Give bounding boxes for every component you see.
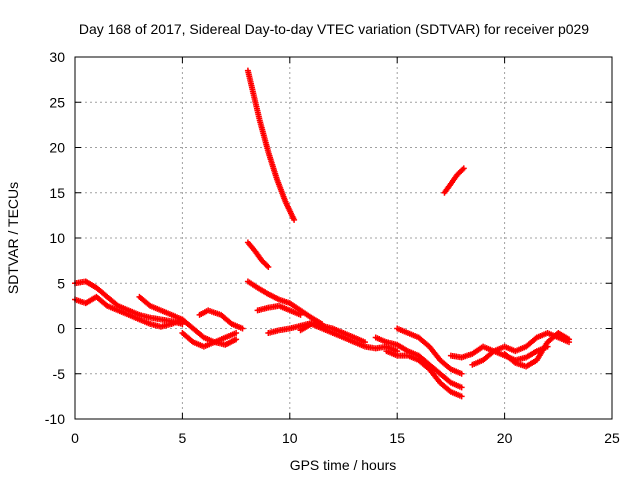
series-arc-k: [297, 320, 401, 355]
series-arc-f: [244, 67, 298, 223]
series-arc-o: [441, 165, 467, 196]
y-tick-label: 25: [49, 94, 65, 110]
series-arc-d: [179, 330, 240, 350]
data-point: [265, 263, 272, 270]
x-tick-label: 0: [71, 430, 79, 446]
grid-lines: [75, 57, 612, 419]
y-tick-label: -10: [45, 411, 65, 427]
series-arc-r: [501, 330, 573, 370]
data-point: [239, 325, 246, 332]
data-point: [566, 336, 573, 343]
data-marks: [72, 67, 573, 400]
data-point: [233, 336, 240, 343]
chart-title: Day 168 of 2017, Sidereal Day-to-day VTE…: [79, 21, 589, 37]
data-point: [460, 165, 467, 172]
y-tick-labels: -10 -5 0 5 10 15 20 25 30: [45, 49, 65, 427]
data-point: [458, 393, 465, 400]
x-tick-label: 15: [389, 430, 405, 446]
x-tick-label: 20: [497, 430, 513, 446]
y-axis-label: SDTVAR / TECUs: [5, 182, 21, 294]
y-tick-label: 0: [57, 321, 65, 337]
data-point: [458, 384, 465, 391]
y-tick-label: 30: [49, 49, 65, 65]
x-tick-labels: 0 5 10 15 20 25: [71, 430, 620, 446]
series-arc-b: [72, 293, 186, 330]
data-point: [297, 311, 304, 318]
series-arc-m: [383, 348, 465, 400]
series-arc-i: [254, 302, 304, 318]
y-tick-label: 20: [49, 140, 65, 156]
data-point: [233, 330, 240, 337]
x-tick-label: 5: [179, 430, 187, 446]
plot-frame: [74, 56, 613, 420]
y-tick-label: 5: [57, 275, 65, 291]
series-arc-a: [72, 278, 186, 327]
x-axis-label: GPS time / hours: [290, 457, 397, 473]
series-arc-e: [196, 307, 246, 332]
x-tick-label: 25: [604, 430, 620, 446]
data-point: [291, 216, 298, 223]
series-arc-g: [244, 239, 272, 270]
y-tick-label: -5: [53, 366, 66, 382]
data-point: [458, 370, 465, 377]
series-arc-n: [394, 325, 465, 377]
y-tick-label: 15: [49, 185, 65, 201]
series-arc-h: [244, 278, 326, 327]
x-tick-label: 10: [282, 430, 298, 446]
y-tick-label: 10: [49, 230, 65, 246]
